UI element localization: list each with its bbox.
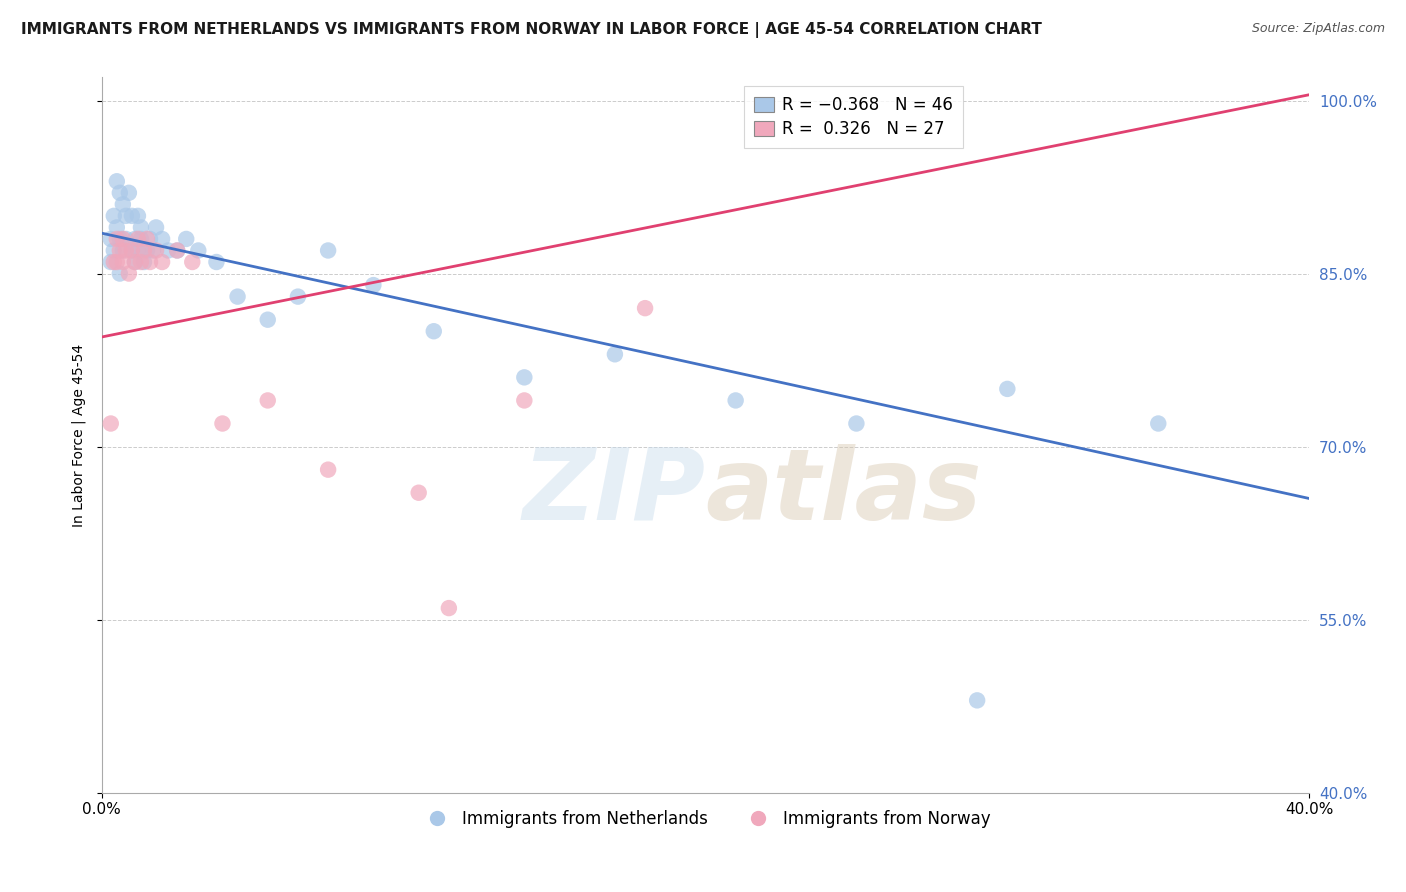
Point: [157, 244, 180, 258]
Point: [118, 186, 141, 200]
Point: [166, 244, 188, 258]
Point: [150, 255, 173, 269]
Point: [316, 244, 339, 258]
Point: [124, 232, 146, 246]
Legend: Immigrants from Netherlands, Immigrants from Norway: Immigrants from Netherlands, Immigrants …: [413, 803, 997, 834]
Text: ZIP: ZIP: [523, 443, 706, 541]
Text: Source: ZipAtlas.com: Source: ZipAtlas.com: [1251, 22, 1385, 36]
Point: [103, 244, 125, 258]
Point: [316, 463, 339, 477]
Point: [111, 232, 134, 246]
Point: [132, 255, 155, 269]
Point: [103, 255, 125, 269]
Point: [105, 255, 128, 269]
Point: [124, 255, 146, 269]
Point: [118, 267, 141, 281]
Point: [256, 312, 278, 326]
Point: [129, 220, 152, 235]
Point: [181, 255, 204, 269]
Point: [145, 220, 167, 235]
Point: [121, 209, 143, 223]
Point: [287, 290, 309, 304]
Point: [105, 232, 128, 246]
Point: [121, 244, 143, 258]
Point: [145, 244, 167, 258]
Point: [136, 232, 159, 246]
Point: [132, 244, 155, 258]
Point: [108, 186, 131, 200]
Point: [724, 393, 747, 408]
Point: [150, 232, 173, 246]
Point: [129, 232, 152, 246]
Point: [115, 209, 138, 223]
Point: [105, 174, 128, 188]
Point: [108, 232, 131, 246]
Point: [127, 209, 149, 223]
Point: [423, 324, 446, 338]
Point: [115, 244, 138, 258]
Point: [211, 417, 233, 431]
Point: [205, 255, 228, 269]
Point: [174, 232, 197, 246]
Point: [966, 693, 988, 707]
Point: [226, 290, 249, 304]
Point: [513, 370, 536, 384]
Point: [111, 244, 134, 258]
Point: [187, 244, 209, 258]
Point: [995, 382, 1018, 396]
Point: [127, 232, 149, 246]
Text: IMMIGRANTS FROM NETHERLANDS VS IMMIGRANTS FROM NORWAY IN LABOR FORCE | AGE 45-54: IMMIGRANTS FROM NETHERLANDS VS IMMIGRANT…: [21, 22, 1042, 38]
Text: atlas: atlas: [706, 443, 981, 541]
Point: [100, 232, 122, 246]
Point: [139, 255, 162, 269]
Point: [124, 255, 146, 269]
Point: [136, 244, 159, 258]
Point: [603, 347, 626, 361]
Point: [437, 601, 460, 615]
Point: [513, 393, 536, 408]
Point: [142, 244, 165, 258]
Point: [127, 244, 149, 258]
Point: [111, 197, 134, 211]
Point: [129, 255, 152, 269]
Point: [111, 255, 134, 269]
Point: [363, 278, 385, 293]
Point: [256, 393, 278, 408]
Point: [108, 244, 131, 258]
Point: [1147, 417, 1170, 431]
Point: [845, 417, 868, 431]
Point: [166, 244, 188, 258]
Y-axis label: In Labor Force | Age 45-54: In Labor Force | Age 45-54: [72, 343, 86, 526]
Point: [634, 301, 657, 315]
Point: [108, 267, 131, 281]
Point: [100, 255, 122, 269]
Point: [100, 417, 122, 431]
Point: [121, 244, 143, 258]
Point: [105, 220, 128, 235]
Point: [408, 485, 430, 500]
Point: [103, 209, 125, 223]
Point: [115, 232, 138, 246]
Point: [139, 232, 162, 246]
